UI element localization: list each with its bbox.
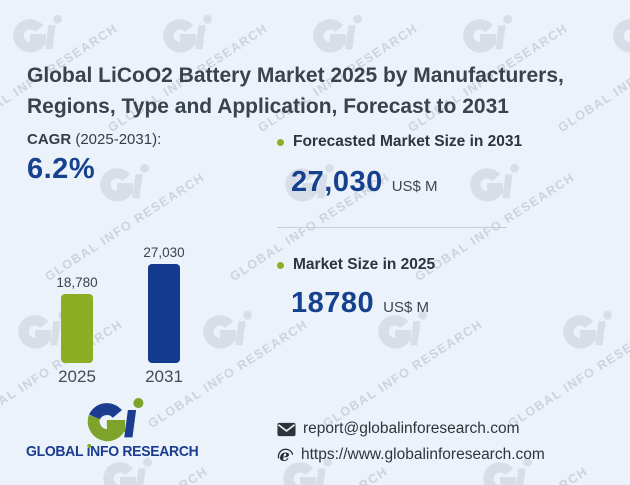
watermark-logo-icon [200,309,256,351]
stat-value: 18780 [291,287,375,319]
bar-category-label: 2025 [58,367,96,386]
browser-icon: e [277,447,294,464]
wordmark-i: i [86,443,91,460]
watermark-logo-icon [460,13,516,55]
cagr-value: 6.2% [27,153,96,185]
stat-label: Market Size in 2025 [293,256,436,273]
page-title: Global LiCoO2 Battery Market 2025 by Man… [27,60,611,122]
email-icon [277,422,296,436]
bullet-icon [277,138,284,146]
wordmark-part: NFO RESEARCH [90,443,199,460]
bullet-icon [277,261,284,269]
email-text: report@globalinforesearch.com [303,420,520,437]
cagr-label: CAGR [27,131,72,148]
bar-group-2031: 27,030 2031 [129,245,199,387]
bar-value-label: 18,780 [56,275,98,290]
page-title-line-1: Global LiCoO2 Battery Market 2025 by Man… [27,64,564,88]
email-link[interactable]: report@globalinforesearch.com [277,420,519,438]
logo-wordmark: GLOBAL iNFO RESEARCH [26,443,212,460]
cagr-caption: CAGR (2025-2031): [27,131,161,148]
watermark-text: GLOBAL INFO RESEARCH [220,461,395,485]
watermark-logo-icon [310,13,366,55]
watermark-logo-icon [467,162,523,204]
svg-text:e: e [280,447,290,464]
divider [277,227,507,228]
bar-chart: 18,780 2025 27,030 2031 [42,0,199,387]
watermark-text: GLOBAL INFO RESEARCH [40,461,215,485]
watermark-logo-icon [610,13,630,55]
stat-label: Forecasted Market Size in 2031 [293,133,523,150]
stat-row: Market Size in 2025 [277,256,435,274]
stat-row: Forecasted Market Size in 2031 [277,133,522,151]
stat-value-row: 18780 US$ M [291,287,429,320]
watermark-logo-icon [100,456,156,485]
watermark-text: GLOBAL INFO RESEARCH [505,317,630,431]
bar-2031 [148,264,180,363]
bar-category-label: 2031 [145,367,183,386]
website-link[interactable]: e https://www.globalinforesearch.com [277,446,545,464]
bar-2025 [61,294,93,363]
cagr-period: (2025-2031): [71,131,162,148]
stat-unit: US$ M [391,178,438,195]
watermark-text: GLOBAL INFO RESEARCH [320,317,486,431]
page-title-line-2: Regions, Type and Application, Forecast … [27,95,509,119]
stat-value: 27,030 [291,166,383,198]
bar-group-2025: 18,780 2025 [42,275,112,387]
wordmark-part: GLOBAL [26,443,87,460]
stat-unit: US$ M [383,299,429,316]
bar-value-label: 27,030 [143,245,185,260]
global-info-research-logo-icon [84,396,148,444]
website-text: https://www.globalinforesearch.com [301,446,545,463]
watermark-logo-icon [560,309,616,351]
watermark-text: GLOBAL INFO RESEARCH [420,461,595,485]
cagr-section: CAGR (2025-2031): 6.2% [27,131,161,186]
stat-value-row: 27,030 US$ M [291,166,438,199]
